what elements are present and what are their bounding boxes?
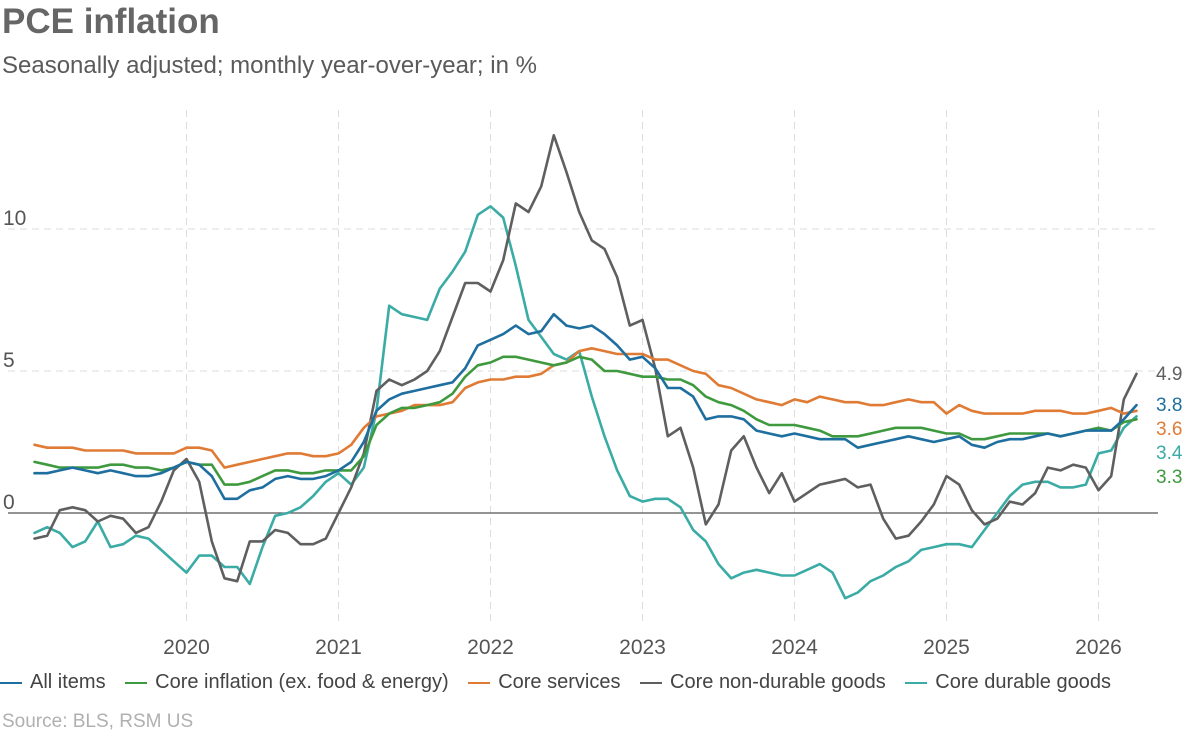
series-line-core-services	[33, 346, 1138, 469]
x-tick-label-2023: 2023	[619, 636, 666, 659]
chart-subtitle: Seasonally adjusted; monthly year-over-y…	[2, 52, 537, 79]
chart-title: PCE inflation	[2, 2, 220, 41]
y-tick-label-10: 10	[3, 207, 26, 230]
end-label-layer: 4.9 3.8 3.6 3.4 3.3	[1156, 364, 1183, 488]
x-tick-label-2020: 2020	[163, 636, 210, 659]
end-label-core-non-durable-goods: 4.9	[1156, 364, 1182, 385]
chart-source: Source: BLS, RSM US	[2, 711, 194, 732]
legend-label-core-durable-goods: Core durable goods	[935, 671, 1111, 694]
end-label-all-items: 3.8	[1156, 395, 1182, 416]
legend-item-all-items: All items	[0, 671, 106, 694]
x-tick-label-2025: 2025	[923, 636, 970, 659]
chart-plot-area: 2020 2021 2022 2023 2024 2025 2026 0 5 10 4.9 3.8 3…	[3, 110, 1183, 659]
legend-label-core-non-durable-goods: Core non-durable goods	[670, 671, 886, 694]
legend-swatch-all-items	[0, 681, 22, 684]
grid-layer: 2020 2021 2022 2023 2024 2025 2026 0 5 10	[3, 110, 1158, 659]
chart-legend: All items Core inflation (ex. food & ene…	[0, 667, 1125, 694]
x-tick-label-2026: 2026	[1075, 636, 1122, 659]
legend-swatch-core-non-durable-goods	[640, 681, 663, 684]
legend-label-core-services: Core services	[498, 671, 621, 694]
legend-swatch-core-services	[468, 681, 491, 684]
legend-item-core-inflation: Core inflation (ex. food & energy)	[125, 671, 449, 694]
series-layer	[33, 134, 1138, 600]
series-line-core-durable-goods	[33, 205, 1138, 600]
y-tick-label-5: 5	[3, 349, 15, 372]
x-tick-label-2021: 2021	[315, 636, 362, 659]
x-tick-label-2022: 2022	[467, 636, 514, 659]
legend-swatch-core-durable-goods	[905, 681, 928, 684]
legend-label-core-inflation: Core inflation (ex. food & energy)	[155, 671, 449, 694]
legend-item-core-non-durable-goods: Core non-durable goods	[640, 671, 886, 694]
series-line-core-non-durable-goods	[33, 134, 1138, 583]
series-line-core-inflation-ex-food-energy	[33, 355, 1138, 486]
legend-item-core-durable-goods: Core durable goods	[905, 671, 1111, 694]
end-label-core-services: 3.6	[1156, 419, 1182, 440]
legend-swatch-core-inflation	[125, 681, 148, 684]
legend-label-all-items: All items	[30, 671, 106, 694]
end-label-core-durable-goods: 3.4	[1156, 443, 1183, 464]
x-tick-label-2024: 2024	[771, 636, 818, 659]
legend-item-core-services: Core services	[468, 671, 620, 694]
y-tick-label-0: 0	[3, 491, 15, 514]
series-line-all-items	[33, 312, 1138, 501]
end-label-core-inflation-ex-food-energy: 3.3	[1156, 467, 1182, 488]
